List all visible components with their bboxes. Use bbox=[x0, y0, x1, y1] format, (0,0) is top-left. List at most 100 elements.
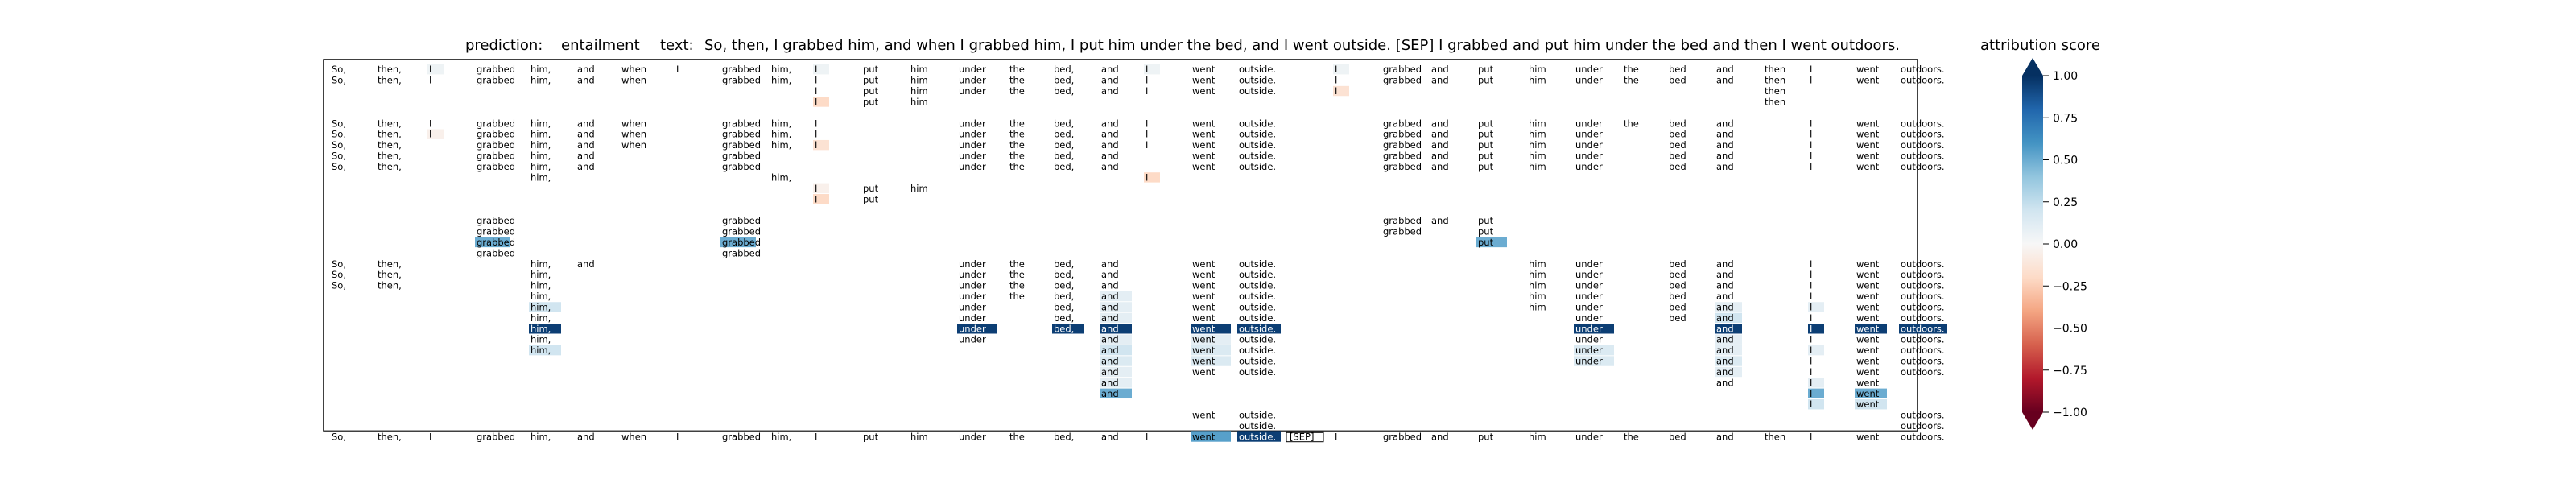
token-label: and bbox=[1716, 118, 1734, 129]
token-label: and bbox=[1101, 388, 1119, 399]
token-label: I bbox=[429, 431, 431, 443]
colorbar-tick-label: 0.75 bbox=[2053, 112, 2078, 125]
token-label: the bbox=[1009, 291, 1025, 302]
token-label: I bbox=[815, 96, 817, 107]
token-label: grabbed bbox=[1383, 431, 1422, 443]
token-label: went bbox=[1856, 258, 1880, 270]
colorbar-tick-label: −0.75 bbox=[2053, 365, 2087, 378]
token-label: grabbed bbox=[477, 129, 515, 140]
attribution-cell bbox=[813, 194, 829, 204]
token-label: under bbox=[959, 139, 986, 151]
token-label: and bbox=[1101, 280, 1119, 291]
token-label: outside. bbox=[1239, 356, 1276, 367]
token-label: then bbox=[1765, 64, 1785, 75]
token-label: him, bbox=[530, 431, 551, 443]
colorbar-tick-label: 0.25 bbox=[2053, 196, 2078, 209]
token-label: him, bbox=[530, 171, 551, 183]
token-label: him, bbox=[530, 312, 551, 324]
token-label: I bbox=[815, 431, 817, 443]
token-label: outdoors. bbox=[1901, 161, 1945, 172]
token-label: when bbox=[621, 139, 646, 151]
token-label: and bbox=[1101, 312, 1119, 324]
token-label: and bbox=[1716, 129, 1734, 140]
token-label: put bbox=[1478, 139, 1494, 151]
token-label: outside. bbox=[1239, 334, 1276, 345]
token-label: and bbox=[1716, 64, 1734, 75]
token-label: him, bbox=[771, 64, 791, 75]
token-label: outside. bbox=[1239, 118, 1276, 129]
token-label: under bbox=[959, 64, 986, 75]
token-label: went bbox=[1192, 356, 1216, 367]
token-label: I bbox=[1335, 85, 1337, 97]
colorbar-tick-label: −0.25 bbox=[2053, 280, 2087, 293]
token-label: and bbox=[577, 129, 595, 140]
attribution-cell bbox=[1715, 302, 1742, 312]
token-label: outside. bbox=[1239, 301, 1276, 312]
token-label: So, bbox=[332, 151, 346, 162]
token-label: put bbox=[863, 64, 879, 75]
attribution-cell bbox=[1715, 356, 1742, 366]
token-label: outdoors. bbox=[1901, 410, 1945, 421]
token-label: went bbox=[1192, 366, 1216, 378]
token-label: and bbox=[577, 64, 595, 75]
token-label: then, bbox=[378, 75, 402, 86]
token-label: put bbox=[1478, 215, 1494, 226]
token-label: him, bbox=[771, 118, 791, 129]
token-label: went bbox=[1856, 161, 1880, 172]
token-label: I bbox=[1146, 85, 1148, 97]
attribution-cell bbox=[1715, 324, 1742, 334]
token-label: then bbox=[1765, 431, 1785, 443]
sep-token-box bbox=[1286, 431, 1324, 443]
token-label: grabbed bbox=[1383, 215, 1422, 226]
token-label: I bbox=[1146, 171, 1148, 183]
token-label: grabbed bbox=[477, 64, 515, 75]
attribution-cell bbox=[1715, 334, 1742, 345]
token-label: put bbox=[863, 75, 879, 86]
token-label: then, bbox=[378, 139, 402, 151]
token-label: I bbox=[1810, 151, 1812, 162]
token-label: him bbox=[1529, 431, 1546, 443]
token-label: and bbox=[577, 431, 595, 443]
token-label: put bbox=[863, 85, 879, 97]
token-label: outdoors. bbox=[1901, 64, 1945, 75]
token-label: I bbox=[1810, 431, 1812, 443]
token-label: grabbed bbox=[722, 129, 761, 140]
token-label: went bbox=[1856, 151, 1880, 162]
token-label: outside. bbox=[1239, 64, 1276, 75]
token-label: went bbox=[1856, 64, 1880, 75]
attribution-cell bbox=[1237, 324, 1281, 334]
token-label: I bbox=[1810, 258, 1812, 270]
token-label: under bbox=[1575, 64, 1603, 75]
token-label: him, bbox=[530, 75, 551, 86]
token-label: outdoors. bbox=[1901, 291, 1945, 302]
token-label: grabbed bbox=[477, 431, 515, 443]
token-label: under bbox=[1575, 280, 1603, 291]
token-label: outside. bbox=[1239, 161, 1276, 172]
token-label: the bbox=[1009, 151, 1025, 162]
attribution-cell bbox=[1237, 431, 1281, 442]
attribution-cell bbox=[1191, 324, 1231, 334]
attribution-cell bbox=[1855, 388, 1887, 399]
token-label: grabbed bbox=[477, 139, 515, 151]
token-label: outdoors. bbox=[1901, 151, 1945, 162]
token-label: put bbox=[1478, 431, 1494, 443]
token-label: grabbed bbox=[1383, 129, 1422, 140]
token-label: outdoors. bbox=[1901, 334, 1945, 345]
token-label: I bbox=[1810, 377, 1812, 388]
token-label: went bbox=[1856, 377, 1880, 388]
token-label: I bbox=[1810, 366, 1812, 378]
token-label: bed bbox=[1669, 64, 1686, 75]
token-label: outside. bbox=[1239, 139, 1276, 151]
token-label: him, bbox=[771, 75, 791, 86]
token-label: him bbox=[1529, 129, 1546, 140]
token-label: the bbox=[1624, 75, 1639, 86]
attribution-cell bbox=[1855, 399, 1887, 410]
token-label: him bbox=[910, 64, 928, 75]
token-label: put bbox=[1478, 118, 1494, 129]
token-label: and bbox=[1716, 280, 1734, 291]
colorbar-tick-label: −0.50 bbox=[2053, 323, 2087, 336]
token-label: bed, bbox=[1054, 64, 1074, 75]
token-label: grabbed bbox=[477, 226, 515, 237]
token-label: I bbox=[815, 139, 817, 151]
